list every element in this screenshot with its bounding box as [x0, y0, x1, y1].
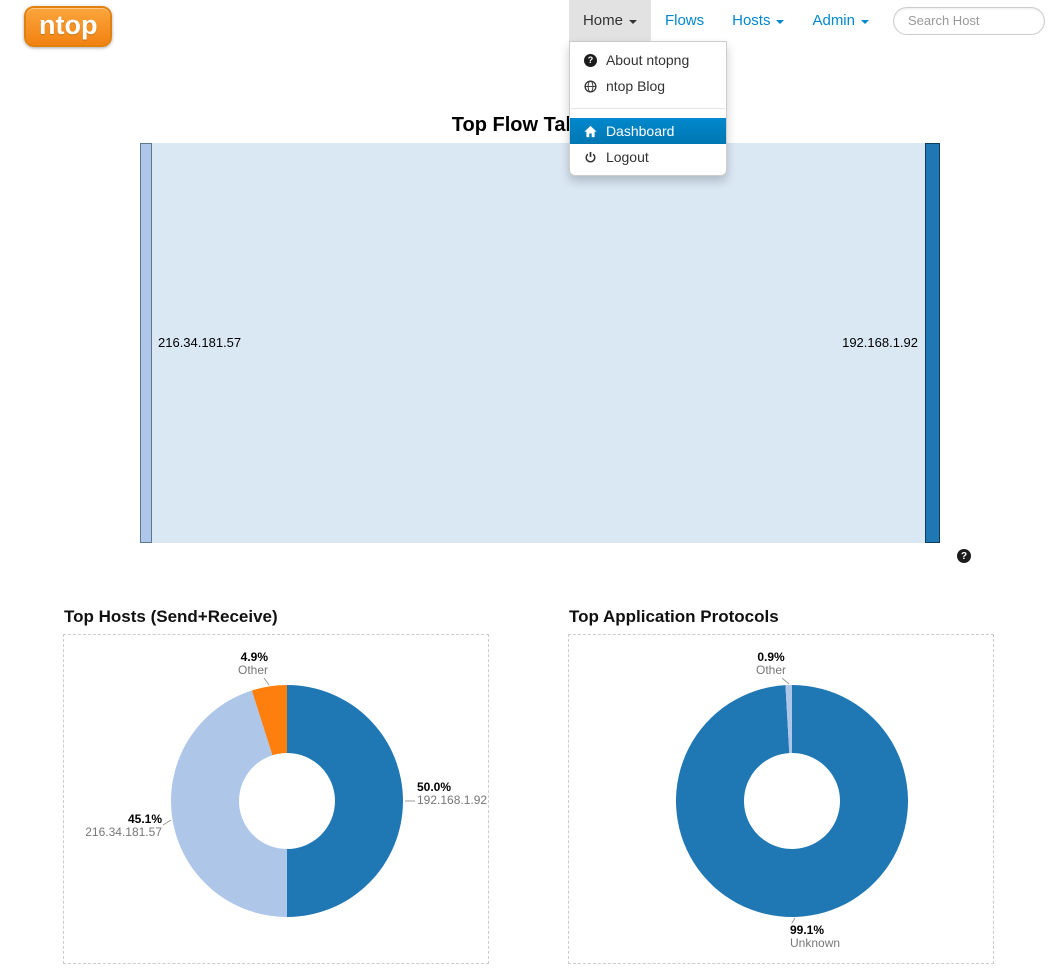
donut-slice-Other[interactable]: [785, 685, 792, 754]
slice-name-label: Other: [755, 663, 786, 677]
globe-icon: [583, 79, 598, 93]
sankey-right-host-label: 192.168.1.92: [842, 335, 918, 350]
question-circle-icon: ?: [583, 53, 598, 67]
nav-hosts-label: Hosts: [732, 12, 771, 29]
slice-percent-label: 99.1%: [790, 923, 825, 937]
sankey-node-left[interactable]: [140, 143, 152, 543]
slice-name-label: 216.34.181.57: [85, 825, 162, 839]
question-glyph: ?: [583, 53, 597, 67]
menu-item-logout[interactable]: Logout: [570, 144, 726, 170]
top-hosts-donut: [162, 677, 415, 917]
nav-flows[interactable]: Flows: [651, 0, 718, 41]
chart-label-unknown: 99.1% Unknown: [790, 924, 900, 950]
nav-admin-label: Admin: [812, 12, 855, 29]
sankey-diagram: 216.34.181.57 192.168.1.92: [140, 143, 940, 543]
donut-slice-Unknown[interactable]: [676, 685, 908, 917]
nav-flows-label: Flows: [664, 12, 705, 29]
slice-percent-label: 4.9%: [240, 650, 268, 664]
label-tick: [781, 677, 790, 685]
slice-percent-label: 50.0%: [417, 780, 452, 794]
caret-down-icon: [628, 19, 637, 24]
top-protocols-donut: [676, 677, 908, 924]
power-icon: [583, 151, 598, 164]
top-protocols-chart-panel: 0.9% Other 99.1% Unknown: [568, 634, 994, 964]
caret-down-icon: [861, 19, 869, 24]
main-nav: Home ? About ntopng ntop Blog: [568, 0, 1045, 176]
slice-percent-label: 0.9%: [757, 650, 785, 664]
slice-percent-label: 45.1%: [127, 812, 162, 826]
chart-label-other: 4.9% Other: [182, 651, 268, 677]
label-tick: [162, 819, 172, 826]
menu-item-dashboard[interactable]: Dashboard: [569, 118, 726, 144]
help-icon[interactable]: ?: [957, 549, 971, 563]
nav-hosts[interactable]: Hosts: [718, 0, 798, 41]
label-tick: [791, 917, 796, 924]
home-dropdown-menu: ? About ntopng ntop Blog: [568, 41, 727, 176]
menu-item-ntop-blog[interactable]: ntop Blog: [570, 73, 726, 99]
sankey-node-right[interactable]: [925, 143, 940, 543]
nav-home[interactable]: Home ? About ntopng ntop Blog: [568, 0, 727, 176]
chart-label-other: 0.9% Other: [731, 651, 811, 677]
sankey-link[interactable]: [151, 143, 926, 543]
navbar: ntop Home ? About ntopng: [0, 0, 1064, 176]
flow-talkers-title: Top Flow Talkers: [451, 114, 613, 136]
donut-slice-Other[interactable]: [251, 685, 287, 756]
top-protocols-title: Top Application Protocols: [569, 607, 779, 626]
menu-item-about-ntopng[interactable]: ? About ntopng: [570, 47, 726, 73]
search-host-input[interactable]: [893, 6, 1045, 35]
menu-label: About ntopng: [605, 52, 690, 68]
ntop-logo[interactable]: ntop: [24, 6, 113, 47]
nav-admin[interactable]: Admin: [798, 0, 883, 41]
chart-label-216-34-181-57: 45.1% 216.34.181.57: [72, 813, 162, 839]
menu-divider: [570, 108, 725, 109]
top-hosts-title: Top Hosts (Send+Receive): [64, 607, 278, 626]
home-icon: [583, 125, 598, 138]
donut-slice-192.168.1.92[interactable]: [287, 685, 403, 917]
menu-label: Logout: [605, 149, 649, 165]
top-hosts-chart-panel: 4.9% Other 50.0% 192.168.1.92 45.1% 216.…: [63, 634, 489, 964]
sankey-left-host-label: 216.34.181.57: [158, 335, 241, 350]
chart-label-192-168-1-92: 50.0% 192.168.1.92: [417, 781, 527, 807]
caret-down-icon: [776, 19, 785, 24]
slice-name-label: Unknown: [790, 936, 841, 950]
nav-home-label: Home: [582, 12, 623, 29]
donut-slice-216.34.181.57[interactable]: [170, 690, 287, 917]
menu-label: ntop Blog: [605, 78, 666, 94]
slice-name-label: Other: [237, 663, 268, 677]
label-tick: [263, 677, 270, 686]
menu-label: Dashboard: [605, 123, 675, 139]
slice-name-label: 192.168.1.92: [417, 793, 488, 807]
